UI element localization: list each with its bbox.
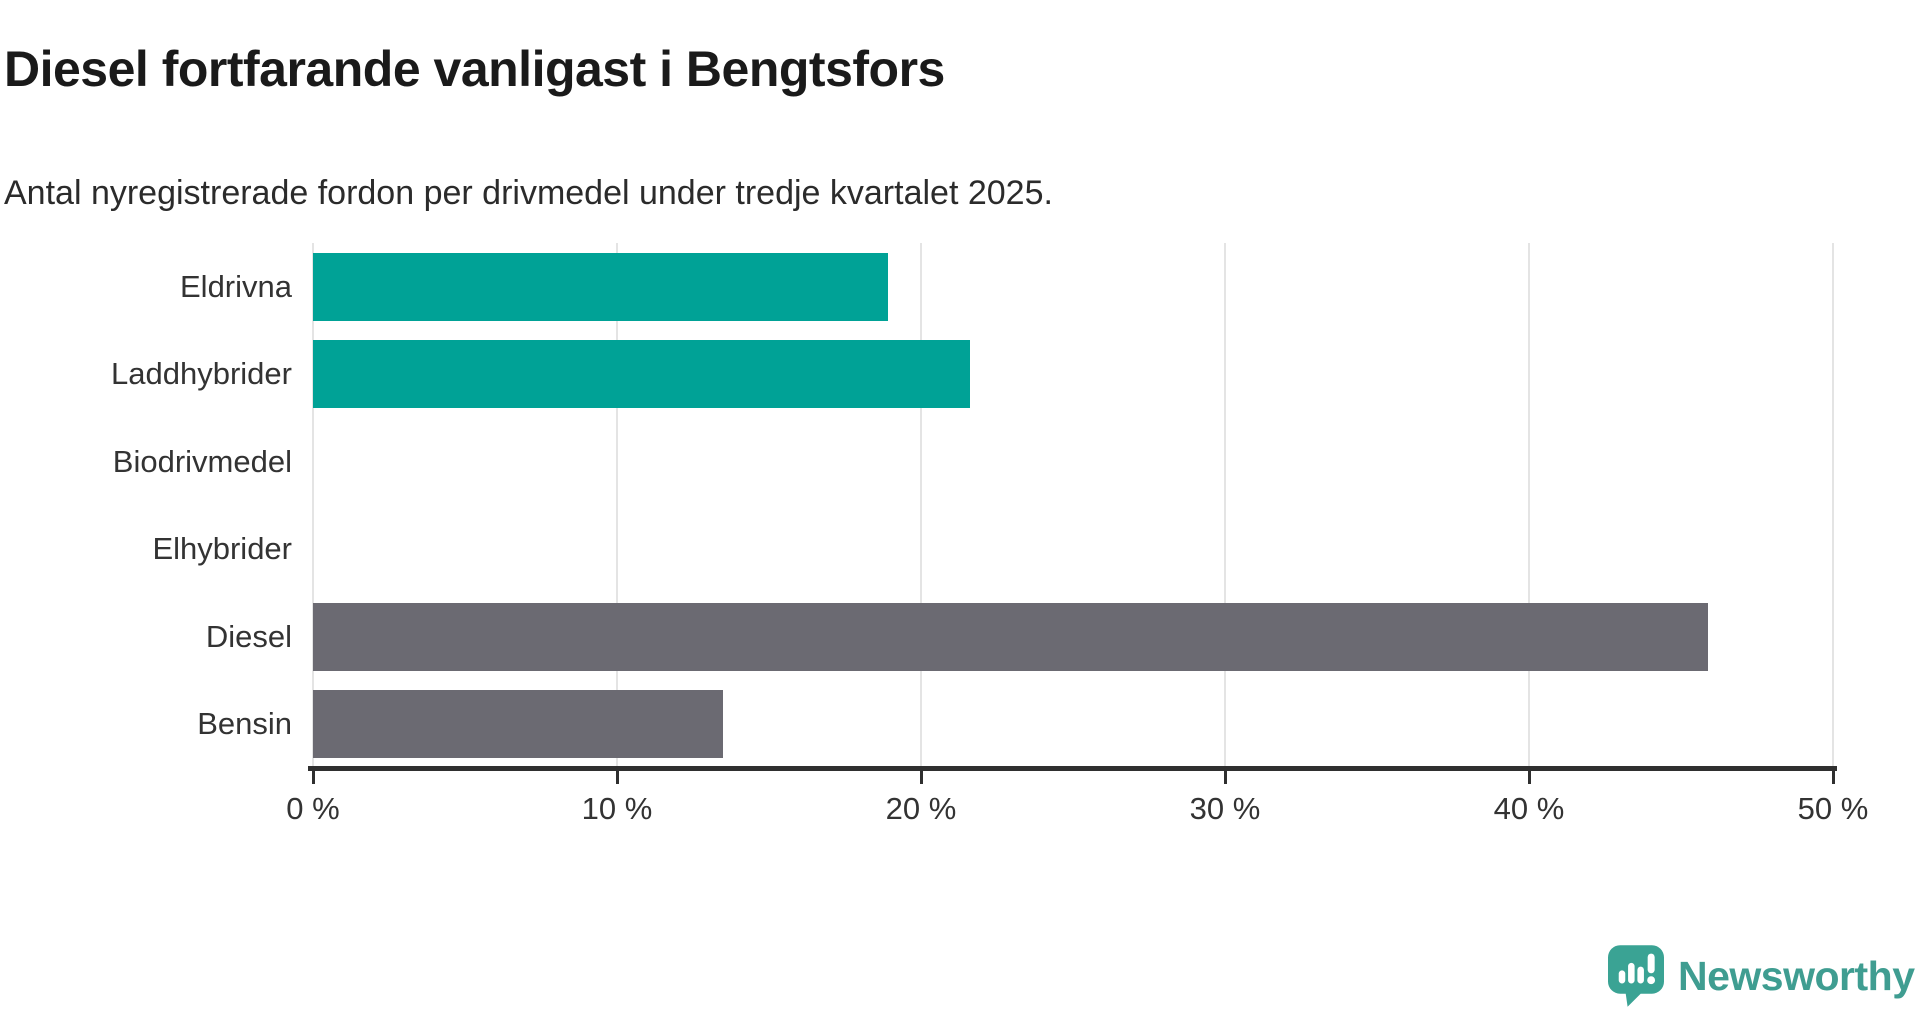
category-label-eldrivna: Eldrivna xyxy=(180,268,292,304)
x-tick-label: 10 % xyxy=(581,791,653,826)
category-label-elhybrider: Elhybrider xyxy=(152,531,292,567)
gridline xyxy=(312,243,314,771)
category-label-biodrivmedel: Biodrivmedel xyxy=(112,443,292,479)
bar-eldrivna xyxy=(313,252,888,321)
newsworthy-wordmark: Newsworthy xyxy=(1678,952,1915,999)
x-tick-label: 20 % xyxy=(885,791,957,826)
x-axis-tick xyxy=(1527,771,1531,784)
bar-chart: Eldrivna Laddhybrider Biodrivmedel Elhybrid… xyxy=(111,243,1869,826)
x-axis-line xyxy=(308,766,1837,771)
chart-title: Diesel fortfarande vanligast i Bengtsfor… xyxy=(4,40,945,97)
x-axis-tick xyxy=(615,771,619,784)
x-axis-tick xyxy=(919,771,923,784)
x-axis-tick xyxy=(1223,771,1227,784)
category-label-bensin: Bensin xyxy=(197,706,292,742)
bar-bensin xyxy=(313,690,724,759)
x-tick-label: 30 % xyxy=(1189,791,1261,826)
bar-diesel xyxy=(313,602,1709,671)
newsworthy-logo: Newsworthy xyxy=(1608,944,1920,1008)
chart-speech-bubble-icon xyxy=(1608,945,1664,1007)
bar-laddhybrider xyxy=(313,340,970,409)
x-axis-tick xyxy=(311,771,315,784)
x-axis-tick xyxy=(1831,771,1835,784)
x-tick-label: 50 % xyxy=(1797,791,1869,826)
category-label-diesel: Diesel xyxy=(205,618,292,654)
gridline xyxy=(1832,243,1834,771)
gridline xyxy=(1528,243,1530,771)
gridline xyxy=(1224,243,1226,771)
chart-subtitle: Antal nyregistrerade fordon per drivmede… xyxy=(4,174,1053,212)
x-tick-label: 40 % xyxy=(1493,791,1565,826)
category-label-laddhybrider: Laddhybrider xyxy=(111,356,292,392)
x-tick-label: 0 % xyxy=(286,791,340,826)
gridline xyxy=(920,243,922,771)
gridline xyxy=(616,243,618,771)
